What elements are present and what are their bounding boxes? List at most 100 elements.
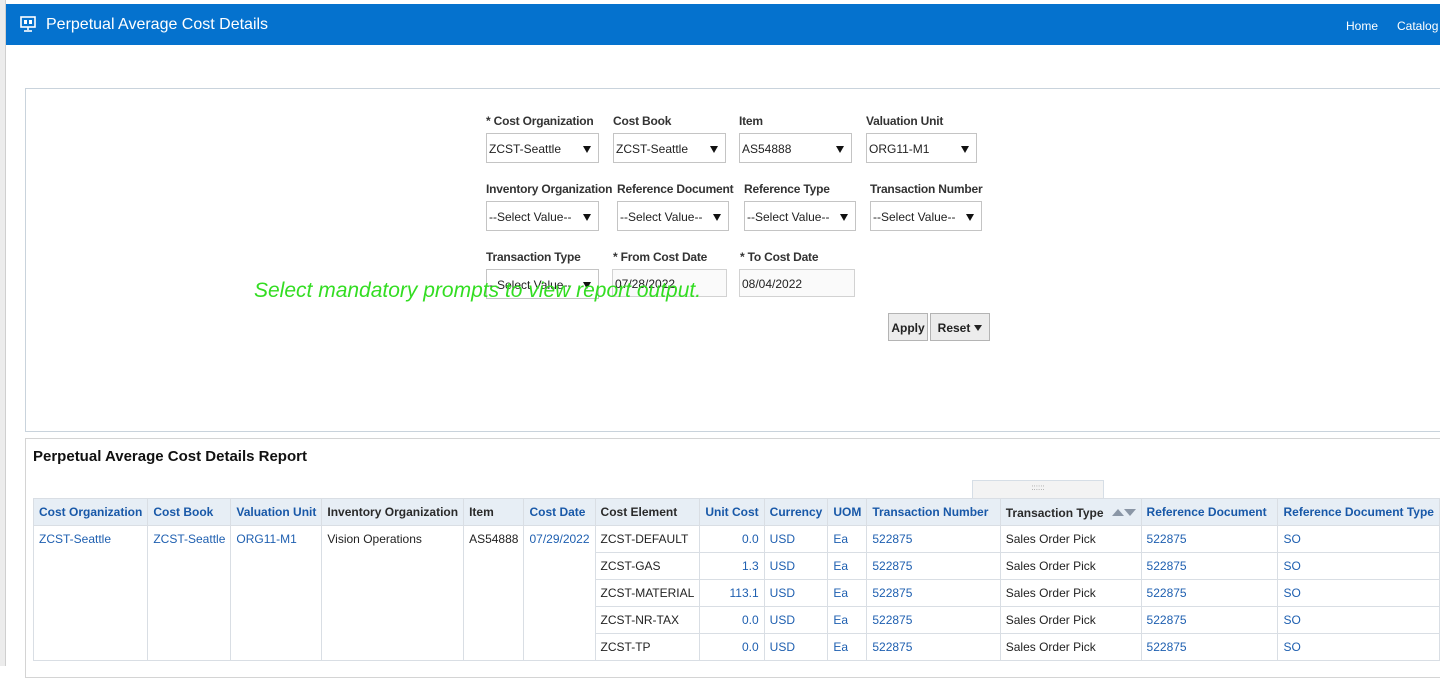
cell-reference-document-type[interactable]: SO <box>1277 633 1440 661</box>
cell-reference-document[interactable]: 522875 <box>1140 525 1279 553</box>
col-header-cost-element[interactable]: Cost Element <box>594 498 701 526</box>
cell-unit-cost[interactable]: 0.0 <box>699 606 765 634</box>
col-header-currency[interactable]: Currency <box>763 498 829 526</box>
to-cost-date-input[interactable]: 08/04/2022 <box>739 269 855 297</box>
from-cost-date-input[interactable]: 07/28/2022 <box>612 269 727 297</box>
col-header-transaction-type[interactable]: Transaction Type <box>999 498 1142 526</box>
cell-cost-element: ZCST-TP <box>594 633 701 661</box>
cell-uom[interactable]: Ea <box>827 525 868 553</box>
cell-reference-document-type[interactable]: SO <box>1277 579 1440 607</box>
inventory-organization-value: --Select Value-- <box>489 210 572 224</box>
reset-button[interactable]: Reset <box>930 313 990 341</box>
cost-book-select[interactable]: ZCST-Seattle <box>613 133 726 163</box>
cell-valuation-unit[interactable]: ORG11-M1 <box>230 525 323 661</box>
col-header-inventory-organization[interactable]: Inventory Organization <box>321 498 465 526</box>
cell-reference-document[interactable]: 522875 <box>1140 606 1279 634</box>
nav-catalog-link[interactable]: Catalog <box>1397 19 1439 33</box>
inventory-organization-select[interactable]: --Select Value-- <box>486 201 599 231</box>
cell-currency[interactable]: USD <box>763 552 829 580</box>
column-drag-handle[interactable]: :::::: <box>972 480 1104 499</box>
col-header-uom[interactable]: UOM <box>827 498 868 526</box>
report-title: Perpetual Average Cost Details Report <box>33 448 307 465</box>
cost-organization-label: * Cost Organization <box>486 114 594 128</box>
cell-cost-element: ZCST-GAS <box>594 552 701 580</box>
dropdown-arrow-icon <box>710 146 718 153</box>
col-header-reference-document[interactable]: Reference Document <box>1140 498 1279 526</box>
cost-book-label: Cost Book <box>613 114 672 128</box>
cell-transaction-type: Sales Order Pick <box>999 525 1142 553</box>
nav-home-link[interactable]: Home <box>1346 19 1379 33</box>
cell-reference-document-type[interactable]: SO <box>1277 552 1440 580</box>
cell-cost-organization[interactable]: ZCST-Seattle <box>32 525 149 661</box>
dropdown-arrow-icon <box>840 214 848 221</box>
dropdown-arrow-icon <box>713 214 721 221</box>
item-select[interactable]: AS54888 <box>739 133 852 163</box>
transaction-type-label: Transaction Type <box>486 250 581 264</box>
table-row: ZCST-MATERIAL 113.1 USD Ea 522875 Sales Order… <box>34 579 1440 607</box>
cell-reference-document[interactable]: 522875 <box>1140 552 1279 580</box>
cell-currency[interactable]: USD <box>763 525 829 553</box>
sort-ascending-icon[interactable] <box>1111 508 1124 516</box>
reference-document-value: --Select Value-- <box>620 210 703 224</box>
cell-currency[interactable]: USD <box>763 633 829 661</box>
sort-icon[interactable] <box>1111 505 1136 519</box>
dropdown-arrow-icon <box>583 146 591 153</box>
table-row: ZCST-NR-TAX 0.0 USD Ea 522875 Sales Order Pic… <box>34 606 1440 634</box>
dropdown-arrow-icon <box>836 146 844 153</box>
to-cost-date-label: * To Cost Date <box>740 250 819 264</box>
cell-cost-book[interactable]: ZCST-Seattle <box>147 525 232 661</box>
left-gutter <box>0 0 6 666</box>
col-header-cost-date[interactable]: Cost Date <box>523 498 596 526</box>
cell-uom[interactable]: Ea <box>827 552 868 580</box>
cell-reference-document-type[interactable]: SO <box>1277 606 1440 634</box>
cell-uom[interactable]: Ea <box>827 606 868 634</box>
cell-item: AS54888 <box>463 525 525 661</box>
cell-transaction-number[interactable]: 522875 <box>866 579 1001 607</box>
inventory-organization-label: Inventory Organization <box>486 182 613 196</box>
cell-unit-cost[interactable]: 0.0 <box>699 525 765 553</box>
cell-cost-date[interactable]: 07/29/2022 <box>523 525 596 661</box>
cell-transaction-number[interactable]: 522875 <box>866 633 1001 661</box>
cell-reference-document-type[interactable]: SO <box>1277 525 1440 553</box>
cell-unit-cost[interactable]: 113.1 <box>699 579 765 607</box>
cell-transaction-number[interactable]: 522875 <box>866 606 1001 634</box>
apply-button[interactable]: Apply <box>888 313 928 341</box>
dropdown-arrow-icon <box>966 214 974 221</box>
cell-unit-cost[interactable]: 1.3 <box>699 552 765 580</box>
sort-descending-icon[interactable] <box>1123 508 1136 516</box>
table-row: ZCST-GAS 1.3 USD Ea 522875 Sales Order Pick 52… <box>34 552 1440 580</box>
reference-document-select[interactable]: --Select Value-- <box>617 201 729 231</box>
cell-uom[interactable]: Ea <box>827 579 868 607</box>
cell-cost-element: ZCST-NR-TAX <box>594 606 701 634</box>
col-header-cost-organization[interactable]: Cost Organization <box>32 498 149 526</box>
cell-reference-document[interactable]: 522875 <box>1140 633 1279 661</box>
cell-transaction-number[interactable]: 522875 <box>866 525 1001 553</box>
transaction-number-select[interactable]: --Select Value-- <box>870 201 982 231</box>
cell-transaction-number[interactable]: 522875 <box>866 552 1001 580</box>
col-header-item[interactable]: Item <box>463 498 525 526</box>
report-table: Cost Organization Cost Book Valuation Un… <box>32 498 1440 661</box>
reference-type-value: --Select Value-- <box>747 210 830 224</box>
col-header-unit-cost[interactable]: Unit Cost <box>699 498 765 526</box>
cell-currency[interactable]: USD <box>763 579 829 607</box>
cost-organization-value: ZCST-Seattle <box>489 142 562 156</box>
cell-currency[interactable]: USD <box>763 606 829 634</box>
col-header-cost-book[interactable]: Cost Book <box>147 498 232 526</box>
prompts-panel <box>25 88 1440 432</box>
valuation-unit-select[interactable]: ORG11-M1 <box>866 133 977 163</box>
reference-type-select[interactable]: --Select Value-- <box>744 201 856 231</box>
col-header-transaction-number[interactable]: Transaction Number <box>866 498 1001 526</box>
cell-cost-element: ZCST-DEFAULT <box>594 525 701 553</box>
col-header-valuation-unit[interactable]: Valuation Unit <box>230 498 323 526</box>
cell-transaction-type: Sales Order Pick <box>999 579 1142 607</box>
reference-document-label: Reference Document <box>617 182 734 196</box>
cost-book-value: ZCST-Seattle <box>616 142 689 156</box>
transaction-type-select[interactable]: --Select Value-- <box>486 269 599 299</box>
cell-transaction-type: Sales Order Pick <box>999 633 1142 661</box>
col-header-reference-document-type[interactable]: Reference Document Type <box>1277 498 1440 526</box>
reset-label: Reset <box>937 321 971 335</box>
cell-unit-cost[interactable]: 0.0 <box>699 633 765 661</box>
cost-organization-select[interactable]: ZCST-Seattle <box>486 133 599 163</box>
cell-uom[interactable]: Ea <box>827 633 868 661</box>
cell-reference-document[interactable]: 522875 <box>1140 579 1279 607</box>
